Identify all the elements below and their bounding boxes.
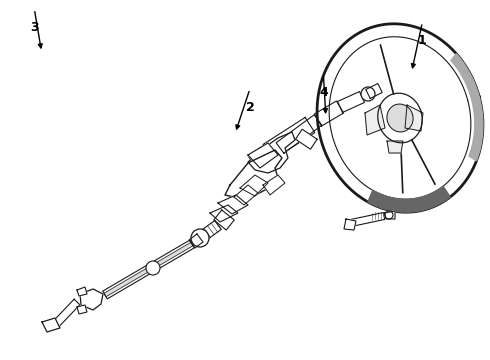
Polygon shape	[104, 242, 193, 297]
Polygon shape	[263, 175, 285, 195]
Circle shape	[146, 261, 160, 275]
Polygon shape	[77, 305, 87, 314]
Polygon shape	[248, 143, 278, 168]
Text: 4: 4	[319, 86, 328, 99]
Text: 3: 3	[30, 21, 39, 34]
Polygon shape	[384, 211, 395, 219]
Polygon shape	[214, 210, 234, 230]
Polygon shape	[338, 91, 365, 112]
Polygon shape	[315, 101, 343, 126]
Polygon shape	[451, 54, 483, 161]
Polygon shape	[344, 219, 356, 230]
Text: 2: 2	[245, 101, 254, 114]
Polygon shape	[234, 185, 258, 205]
Polygon shape	[189, 234, 203, 248]
Polygon shape	[378, 93, 422, 143]
Polygon shape	[405, 105, 423, 131]
Polygon shape	[295, 129, 317, 149]
Polygon shape	[225, 150, 282, 198]
Polygon shape	[366, 84, 382, 99]
Polygon shape	[103, 240, 194, 299]
Polygon shape	[197, 221, 221, 242]
Polygon shape	[42, 318, 60, 332]
Polygon shape	[263, 117, 315, 159]
Polygon shape	[387, 141, 403, 153]
Polygon shape	[77, 287, 87, 296]
Polygon shape	[218, 195, 248, 214]
Polygon shape	[317, 24, 483, 212]
Polygon shape	[210, 205, 238, 222]
Polygon shape	[365, 105, 385, 135]
Polygon shape	[276, 115, 322, 153]
Circle shape	[191, 229, 209, 247]
Circle shape	[361, 87, 375, 101]
Polygon shape	[368, 186, 450, 212]
Polygon shape	[240, 175, 268, 196]
Polygon shape	[248, 145, 272, 169]
Polygon shape	[350, 212, 385, 226]
Polygon shape	[52, 299, 80, 328]
Circle shape	[385, 211, 393, 219]
Polygon shape	[80, 289, 103, 310]
Polygon shape	[387, 104, 413, 132]
Text: 1: 1	[418, 34, 427, 47]
Polygon shape	[248, 132, 295, 173]
